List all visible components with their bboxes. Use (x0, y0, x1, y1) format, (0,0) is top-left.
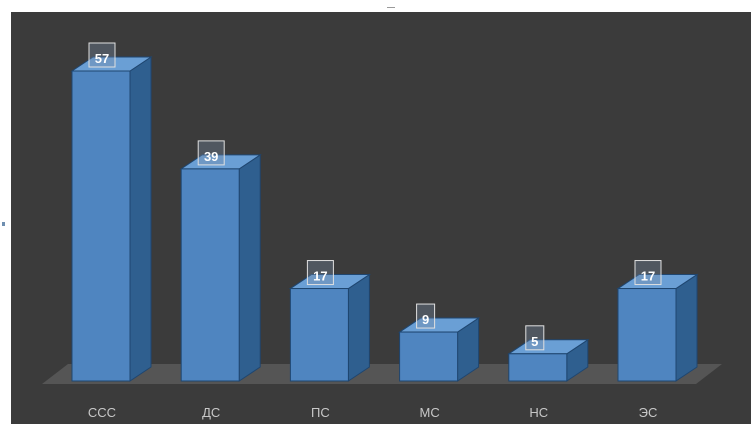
bar-front (508, 353, 568, 382)
bar-2 (179, 153, 262, 382)
bar-front (180, 168, 240, 382)
bar-front (399, 331, 459, 382)
category-labels-group: ССС ДС ПС МС НС ЭС (88, 405, 657, 420)
value-label: 9 (422, 312, 429, 327)
bar-5 (507, 338, 590, 382)
value-label: 5 (531, 334, 538, 349)
value-label-box (197, 140, 225, 166)
category-label: ДС (202, 405, 220, 420)
bar-4 (397, 317, 481, 382)
bar-side (675, 273, 698, 382)
bar-side (238, 153, 261, 382)
value-label: 39 (204, 149, 218, 164)
bars-group (70, 56, 699, 382)
value-label-box (525, 325, 545, 351)
category-label: ССС (88, 405, 116, 420)
category-label: МС (419, 405, 439, 420)
bar-6 (616, 273, 699, 382)
category-label: НС (529, 405, 548, 420)
left-marker (2, 222, 5, 226)
bar-front (289, 288, 349, 382)
value-label: 17 (313, 269, 327, 284)
bar-3 (288, 273, 372, 382)
value-label-box (306, 260, 334, 286)
bar-1 (70, 56, 153, 382)
value-label: 17 (641, 269, 655, 284)
category-label: ПС (311, 405, 330, 420)
bar-front (71, 70, 131, 382)
bar-side (129, 56, 152, 382)
bar-front (617, 288, 677, 382)
value-label: 57 (95, 51, 109, 66)
value-labels-group: 57 39 17 9 5 17 (88, 42, 662, 351)
top-marker (387, 7, 395, 8)
value-label-box (416, 303, 436, 329)
value-label-box (634, 260, 662, 286)
bar-side (347, 273, 370, 382)
value-label-box (88, 42, 116, 68)
category-label: ЭС (639, 405, 658, 420)
